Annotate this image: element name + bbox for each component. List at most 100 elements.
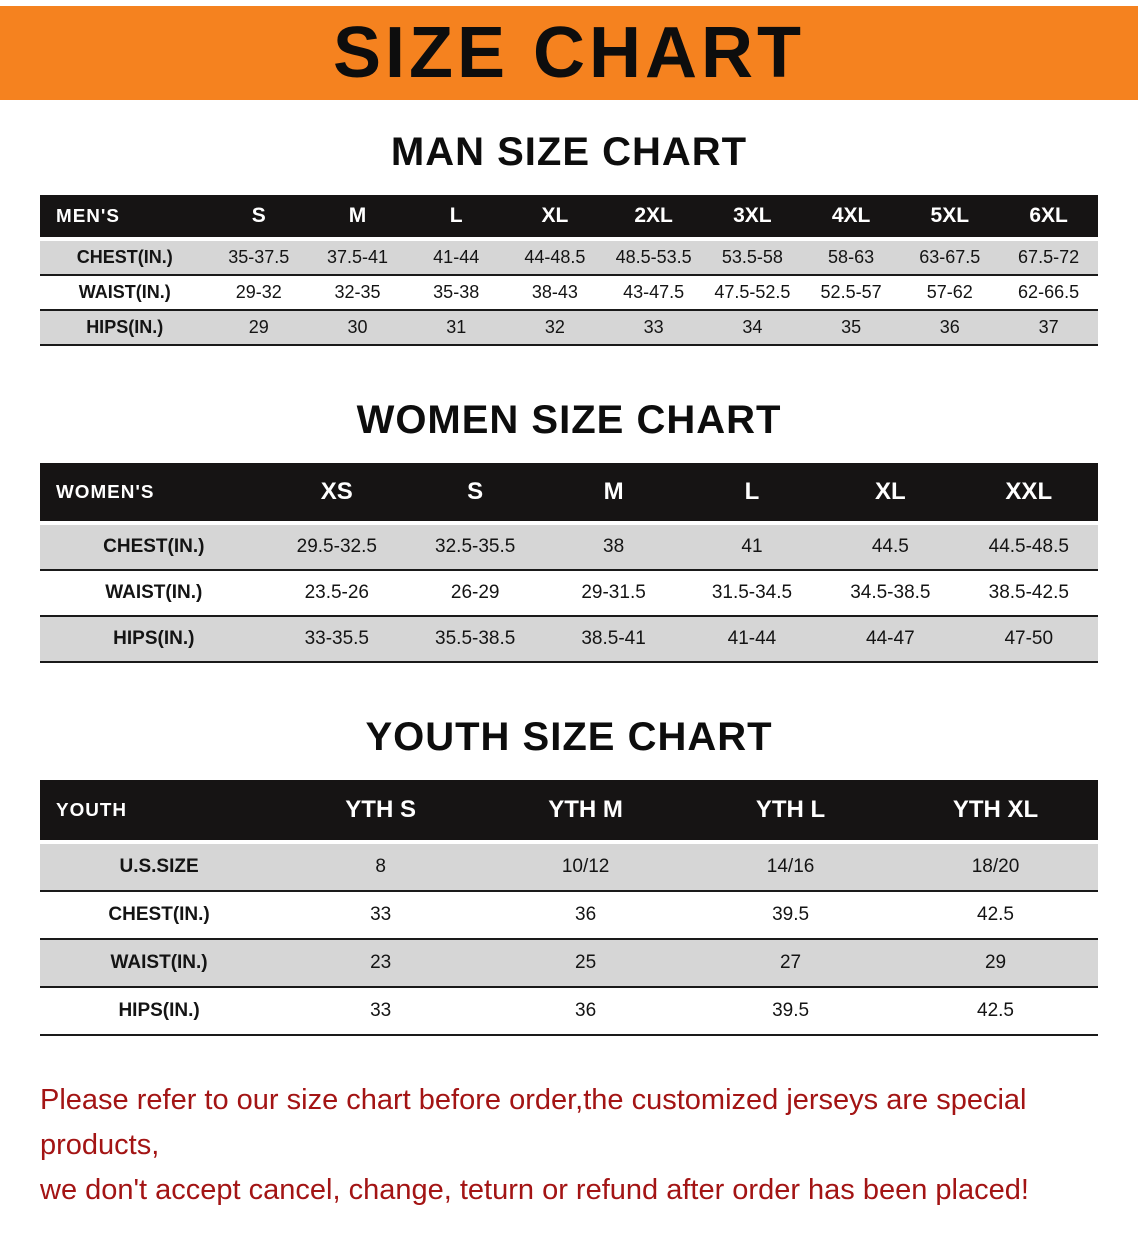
row-label-cell: HIPS(IN.) — [86, 317, 164, 337]
data-cell: 41-44 — [433, 247, 480, 267]
column-header-cell: YTH M — [483, 780, 689, 844]
data-cell: 35 — [841, 317, 862, 337]
data-cell: 29 — [984, 952, 1007, 973]
footer-line-2: we don't accept cancel, change, teturn o… — [40, 1173, 1029, 1206]
data-cell: 44-47 — [866, 628, 915, 649]
data-cell: 37 — [1038, 317, 1059, 337]
data-cell: 44.5 — [871, 536, 909, 557]
header-row: YOUTH YTH S YTH M YTH L YTH XL — [40, 780, 1098, 844]
banner: SIZE CHART — [0, 6, 1138, 100]
column-header-cell: XL — [505, 195, 605, 241]
data-cell: 34 — [742, 317, 763, 337]
data-cell: 14/16 — [766, 856, 815, 877]
data-cell: 18/20 — [971, 856, 1020, 877]
data-cell: 38.5-42.5 — [988, 582, 1069, 603]
data-cell: 41-44 — [727, 628, 777, 649]
column-header-cell: L — [682, 463, 822, 525]
table-title-cell: WOMEN'S — [40, 463, 268, 525]
table-row: WAIST(IN.) 23.5-26 26-29 29-31.5 31.5-34.5 34… — [40, 570, 1098, 616]
table-row: CHEST(IN.) 29.5-32.5 32.5-35.5 38 41 44.5 44.5… — [40, 523, 1098, 570]
column-header-cell: 2XL — [604, 195, 703, 241]
column-header-cell: YTH XL — [893, 780, 1098, 844]
row-label-cell: WAIST(IN.) — [78, 282, 171, 302]
data-cell: 63-67.5 — [919, 247, 981, 267]
data-cell: 27 — [779, 952, 802, 973]
column-header-cell: M — [544, 463, 683, 525]
column-header-cell: XXL — [959, 463, 1098, 525]
data-cell: 38 — [603, 536, 625, 557]
column-header-cell: 5XL — [900, 195, 1000, 241]
table-row: HIPS(IN.) 33 36 39.5 42.5 — [40, 987, 1098, 1035]
row-label-cell: U.S.SIZE — [119, 856, 199, 877]
data-cell: 33 — [643, 317, 664, 337]
women-table-wrap: WOMEN'S XS S M L XL XXL CHEST(IN.) 29.5-32.5 32.5… — [0, 463, 1138, 663]
table-row: U.S.SIZE 8 10/12 14/16 18/20 — [40, 842, 1098, 891]
data-cell: 53.5-58 — [721, 247, 783, 267]
column-header-cell: S — [209, 195, 309, 241]
row-label-cell: CHEST(IN.) — [103, 536, 205, 557]
column-header-cell: XS — [267, 463, 406, 525]
column-header-cell: YTH S — [278, 780, 484, 844]
men-size-table: MEN'S S M L XL 2XL 3XL 4XL 5XL 6XL CHEST(IN.) 35-37… — [40, 195, 1098, 346]
data-cell: 33-35.5 — [304, 628, 370, 649]
data-cell: 42.5 — [977, 904, 1014, 925]
column-header-cell: YTH L — [688, 780, 894, 844]
data-cell: 38-43 — [531, 282, 578, 302]
table-row: HIPS(IN.) 33-35.5 35.5-38.5 38.5-41 41-44 44-… — [40, 616, 1098, 662]
data-cell: 31.5-34.5 — [711, 582, 793, 603]
data-cell: 38.5-41 — [581, 628, 646, 649]
data-cell: 57-62 — [926, 282, 973, 302]
women-section-heading: WOMEN SIZE CHART — [356, 398, 782, 442]
data-cell: 29-31.5 — [581, 582, 646, 603]
youth-section-heading: YOUTH SIZE CHART — [365, 715, 773, 759]
data-cell: 62-66.5 — [1018, 282, 1080, 302]
data-cell: 67.5-72 — [1018, 247, 1080, 267]
data-cell: 47-50 — [1004, 628, 1054, 649]
page-title: SIZE CHART — [333, 13, 805, 93]
table-row: CHEST(IN.) 35-37.5 37.5-41 41-44 44-48.5 48.5… — [40, 239, 1098, 275]
data-cell: 35.5-38.5 — [435, 628, 516, 649]
table-row: WAIST(IN.) 23 25 27 29 — [40, 939, 1098, 987]
data-cell: 42.5 — [977, 1000, 1014, 1021]
table-row: CHEST(IN.) 33 36 39.5 42.5 — [40, 891, 1098, 939]
table-title-cell: MEN'S — [40, 195, 210, 241]
data-cell: 23.5-26 — [304, 582, 370, 603]
column-header-cell: S — [405, 463, 545, 525]
data-cell: 39.5 — [772, 904, 810, 925]
data-cell: 36 — [575, 904, 597, 925]
data-cell: 44.5-48.5 — [988, 536, 1069, 557]
data-cell: 32.5-35.5 — [435, 536, 516, 557]
data-cell: 34.5-38.5 — [850, 582, 931, 603]
footer-line-1: Please refer to our size chart before or… — [40, 1084, 1027, 1161]
column-header-cell: 6XL — [999, 195, 1098, 241]
data-cell: 48.5-53.5 — [615, 247, 692, 267]
column-header-cell: 3XL — [703, 195, 802, 241]
data-cell: 10/12 — [561, 856, 610, 877]
row-label-cell: CHEST(IN.) — [76, 247, 173, 267]
data-cell: 29.5-32.5 — [296, 536, 377, 557]
men-section-heading: MAN SIZE CHART — [390, 130, 748, 174]
data-cell: 35-38 — [433, 282, 480, 302]
data-cell: 26-29 — [450, 582, 500, 603]
row-label-cell: CHEST(IN.) — [108, 904, 210, 925]
column-header-cell: L — [406, 195, 506, 241]
footer-note: Please refer to our size chart before or… — [0, 1078, 1138, 1239]
data-cell: 41 — [741, 536, 763, 557]
row-label-cell: HIPS(IN.) — [118, 1000, 200, 1021]
data-cell: 8 — [375, 856, 386, 877]
column-header-cell: M — [308, 195, 407, 241]
data-cell: 58-63 — [828, 247, 875, 267]
men-table-wrap: MEN'S S M L XL 2XL 3XL 4XL 5XL 6XL CHEST(IN.) 35-37… — [0, 195, 1138, 346]
data-cell: 35-37.5 — [228, 247, 290, 267]
row-label-cell: WAIST(IN.) — [110, 952, 208, 973]
data-cell: 29 — [248, 317, 269, 337]
data-cell: 29-32 — [235, 282, 282, 302]
data-cell: 33 — [370, 1000, 392, 1021]
data-cell: 37.5-41 — [326, 247, 389, 267]
header-row: MEN'S S M L XL 2XL 3XL 4XL 5XL 6XL — [40, 195, 1098, 241]
table-title-cell: YOUTH — [40, 780, 279, 844]
table-row: HIPS(IN.) 29 30 31 32 33 34 35 36 37 — [40, 310, 1098, 345]
data-cell: 36 — [939, 317, 960, 337]
data-cell: 52.5-57 — [820, 282, 882, 302]
